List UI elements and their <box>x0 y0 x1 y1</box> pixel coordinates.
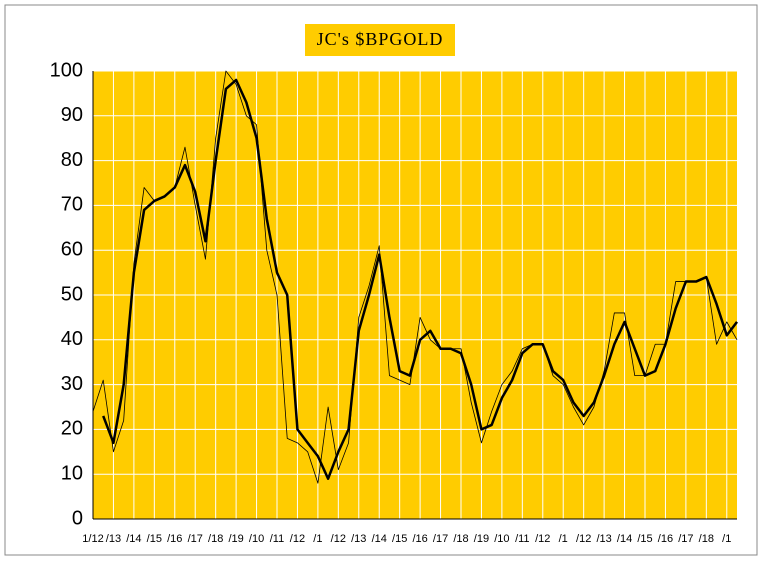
x-tick-label: /17 <box>188 533 203 545</box>
series-line <box>92 70 738 484</box>
x-tick-label: /14 <box>617 533 632 545</box>
x-tick-label: /18 <box>453 533 468 545</box>
x-tick-label: /1 <box>559 533 568 545</box>
x-tick-label: /16 <box>658 533 673 545</box>
x-tick-label: /19 <box>228 533 243 545</box>
y-tick-label: 100 <box>50 59 83 81</box>
x-tick-label: /13 <box>351 533 366 545</box>
x-tick-label: /18 <box>208 533 223 545</box>
x-tick-label: /13 <box>596 533 611 545</box>
chart-title: JC's $BPGOLD <box>317 29 444 49</box>
x-tick-label: /14 <box>372 533 387 545</box>
x-tick-label: /15 <box>637 533 652 545</box>
x-tick-label: /14 <box>126 533 141 545</box>
y-tick-label: 10 <box>61 462 83 484</box>
y-tick-label: 80 <box>61 149 83 171</box>
x-tick-label: /11 <box>270 533 284 545</box>
x-tick-label: /12 <box>535 533 550 545</box>
x-tick-label: /10 <box>249 533 264 545</box>
x-tick-label: /15 <box>147 533 162 545</box>
y-tick-label: 60 <box>61 238 83 260</box>
x-tick-label: /19 <box>474 533 489 545</box>
series-line <box>102 78 738 480</box>
x-tick-label: /12 <box>331 533 346 545</box>
y-tick-label: 0 <box>72 507 83 529</box>
y-tick-label: 20 <box>61 418 83 440</box>
x-tick-label: /16 <box>412 533 427 545</box>
x-tick-label: /16 <box>167 533 182 545</box>
y-tick-label: 50 <box>61 283 83 305</box>
x-tick-label: /11 <box>515 533 529 545</box>
x-tick-label: /1 <box>313 533 322 545</box>
y-tick-label: 40 <box>61 328 83 350</box>
x-tick-label: /12 <box>290 533 305 545</box>
x-tick-label: /10 <box>494 533 509 545</box>
y-tick-label: 30 <box>61 373 83 395</box>
x-tick-label: /1 <box>722 533 731 545</box>
x-tick-label: /17 <box>678 533 693 545</box>
y-tick-label: 70 <box>61 194 83 216</box>
x-tick-label: 1/12 <box>82 533 103 545</box>
x-tick-label: /12 <box>576 533 591 545</box>
x-tick-label: /17 <box>433 533 448 545</box>
x-tick-label: /15 <box>392 533 407 545</box>
title-box <box>305 24 455 56</box>
x-tick-label: /18 <box>699 533 714 545</box>
x-tick-label: /13 <box>106 533 121 545</box>
y-tick-label: 90 <box>61 104 83 126</box>
